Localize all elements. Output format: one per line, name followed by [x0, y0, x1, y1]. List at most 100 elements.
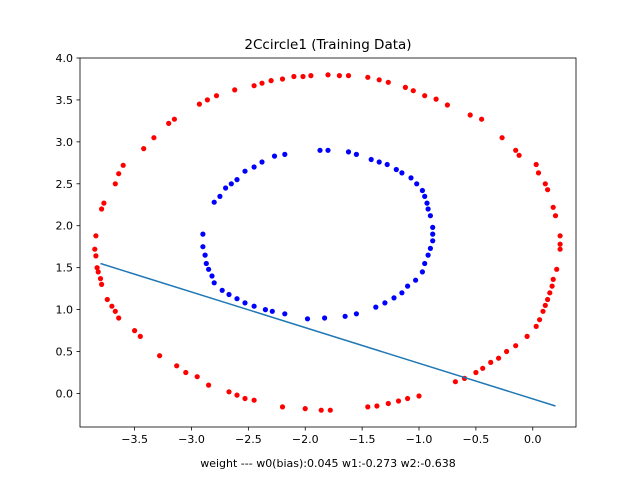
data-point-series-1 — [308, 73, 314, 79]
data-point-series-2 — [422, 260, 428, 267]
data-point-series-2 — [251, 164, 257, 170]
y-tick-label: 1.0 — [56, 304, 74, 317]
x-axis-label: weight --- w0(bias):0.045 w1:-0.273 w2:-… — [200, 457, 456, 470]
data-point-series-1 — [533, 161, 539, 168]
data-point-series-2 — [430, 238, 436, 244]
data-point-series-2 — [419, 187, 425, 194]
data-point-series-2 — [234, 296, 240, 302]
data-point-series-1 — [291, 73, 297, 80]
data-point-series-1 — [204, 97, 210, 103]
data-point-series-1 — [496, 355, 502, 361]
data-point-series-1 — [300, 73, 306, 80]
data-point-series-1 — [549, 283, 555, 289]
plot-frame — [79, 57, 577, 428]
data-point-series-1 — [97, 276, 104, 282]
data-point-series-1 — [513, 343, 519, 349]
data-point-series-2 — [282, 151, 288, 157]
data-point-series-1 — [467, 112, 473, 118]
data-point-series-2 — [391, 295, 397, 301]
data-point-series-2 — [217, 193, 223, 199]
data-point-series-2 — [271, 153, 278, 159]
data-point-series-2 — [203, 260, 209, 267]
data-point-series-2 — [405, 283, 411, 289]
data-point-series-2 — [427, 245, 433, 251]
data-point-series-1 — [99, 281, 105, 287]
data-point-series-2 — [209, 273, 215, 279]
data-point-series-1 — [213, 93, 220, 99]
data-point-series-1 — [385, 79, 391, 85]
data-point-series-2 — [408, 175, 414, 181]
data-point-series-1 — [376, 77, 382, 83]
data-point-series-1 — [251, 83, 257, 89]
data-point-series-2 — [427, 213, 433, 219]
data-point-series-1 — [537, 317, 543, 323]
data-point-series-1 — [545, 296, 551, 303]
data-point-series-1 — [422, 93, 428, 99]
data-point-series-1 — [533, 323, 539, 329]
data-point-series-1 — [279, 76, 286, 82]
data-point-series-1 — [93, 253, 99, 259]
data-point-series-1 — [116, 315, 122, 321]
data-point-series-2 — [322, 315, 328, 321]
data-point-series-1 — [504, 348, 510, 355]
data-point-series-1 — [104, 296, 110, 303]
data-point-series-1 — [226, 389, 232, 395]
data-point-series-1 — [232, 87, 238, 93]
data-point-series-1 — [410, 88, 416, 94]
data-point-series-2 — [419, 269, 425, 275]
y-tick-label: 3.0 — [56, 136, 74, 149]
data-point-series-1 — [183, 369, 189, 376]
x-tick-label: −2.5 — [235, 433, 262, 446]
data-point-series-2 — [373, 304, 379, 310]
data-point-series-1 — [109, 303, 115, 309]
data-point-series-2 — [211, 199, 217, 205]
data-point-series-2 — [219, 287, 225, 293]
data-point-series-2 — [226, 291, 232, 298]
data-point-series-2 — [200, 231, 206, 237]
data-point-series-1 — [416, 393, 422, 399]
data-point-series-1 — [327, 407, 333, 413]
data-point-series-1 — [92, 246, 98, 252]
data-point-series-2 — [242, 168, 248, 174]
data-point-series-1 — [174, 363, 180, 369]
data-point-series-2 — [325, 147, 331, 153]
data-point-series-2 — [430, 224, 436, 230]
data-point-series-2 — [384, 161, 390, 168]
data-point-series-1 — [279, 404, 286, 410]
axes: −3.5 −3.0 −2.5 −2.0 −1.5 −1.0 −0.5 0.0 0.0 0.5 1.0… — [56, 52, 577, 446]
data-point-series-2 — [393, 166, 399, 173]
data-point-series-2 — [282, 311, 288, 317]
data-point-series-1 — [318, 407, 324, 413]
x-tick-label: −1.0 — [406, 433, 433, 446]
data-point-series-1 — [554, 266, 560, 272]
data-point-series-1 — [552, 213, 559, 219]
data-point-series-1 — [480, 365, 486, 371]
data-point-series-1 — [302, 406, 308, 412]
data-point-series-1 — [101, 200, 107, 206]
data-point-series-2 — [430, 231, 436, 237]
data-point-series-1 — [234, 392, 240, 398]
data-point-series-1 — [99, 206, 105, 212]
data-point-series-2 — [206, 266, 212, 272]
data-point-series-1 — [479, 116, 485, 122]
data-point-series-1 — [171, 116, 177, 122]
data-point-series-1 — [542, 302, 548, 308]
data-point-series-2 — [200, 244, 206, 250]
data-point-series-1 — [499, 135, 505, 141]
data-point-series-2 — [414, 181, 420, 187]
data-point-series-2 — [202, 252, 208, 258]
decision-boundary-line — [100, 262, 556, 407]
data-point-series-1 — [251, 397, 257, 403]
data-point-series-2 — [211, 280, 217, 286]
data-point-series-1 — [116, 171, 122, 177]
data-point-series-1 — [166, 120, 172, 126]
data-point-series-2 — [425, 252, 431, 258]
data-point-series-2 — [424, 200, 430, 206]
data-point-series-1 — [545, 187, 551, 193]
y-tick-label: 0.0 — [56, 387, 74, 400]
data-point-series-1 — [557, 246, 563, 252]
y-tick-label: 2.0 — [56, 220, 74, 233]
data-point-series-2 — [413, 277, 419, 283]
data-point-series-1 — [112, 308, 118, 314]
data-point-series-1 — [259, 80, 265, 86]
